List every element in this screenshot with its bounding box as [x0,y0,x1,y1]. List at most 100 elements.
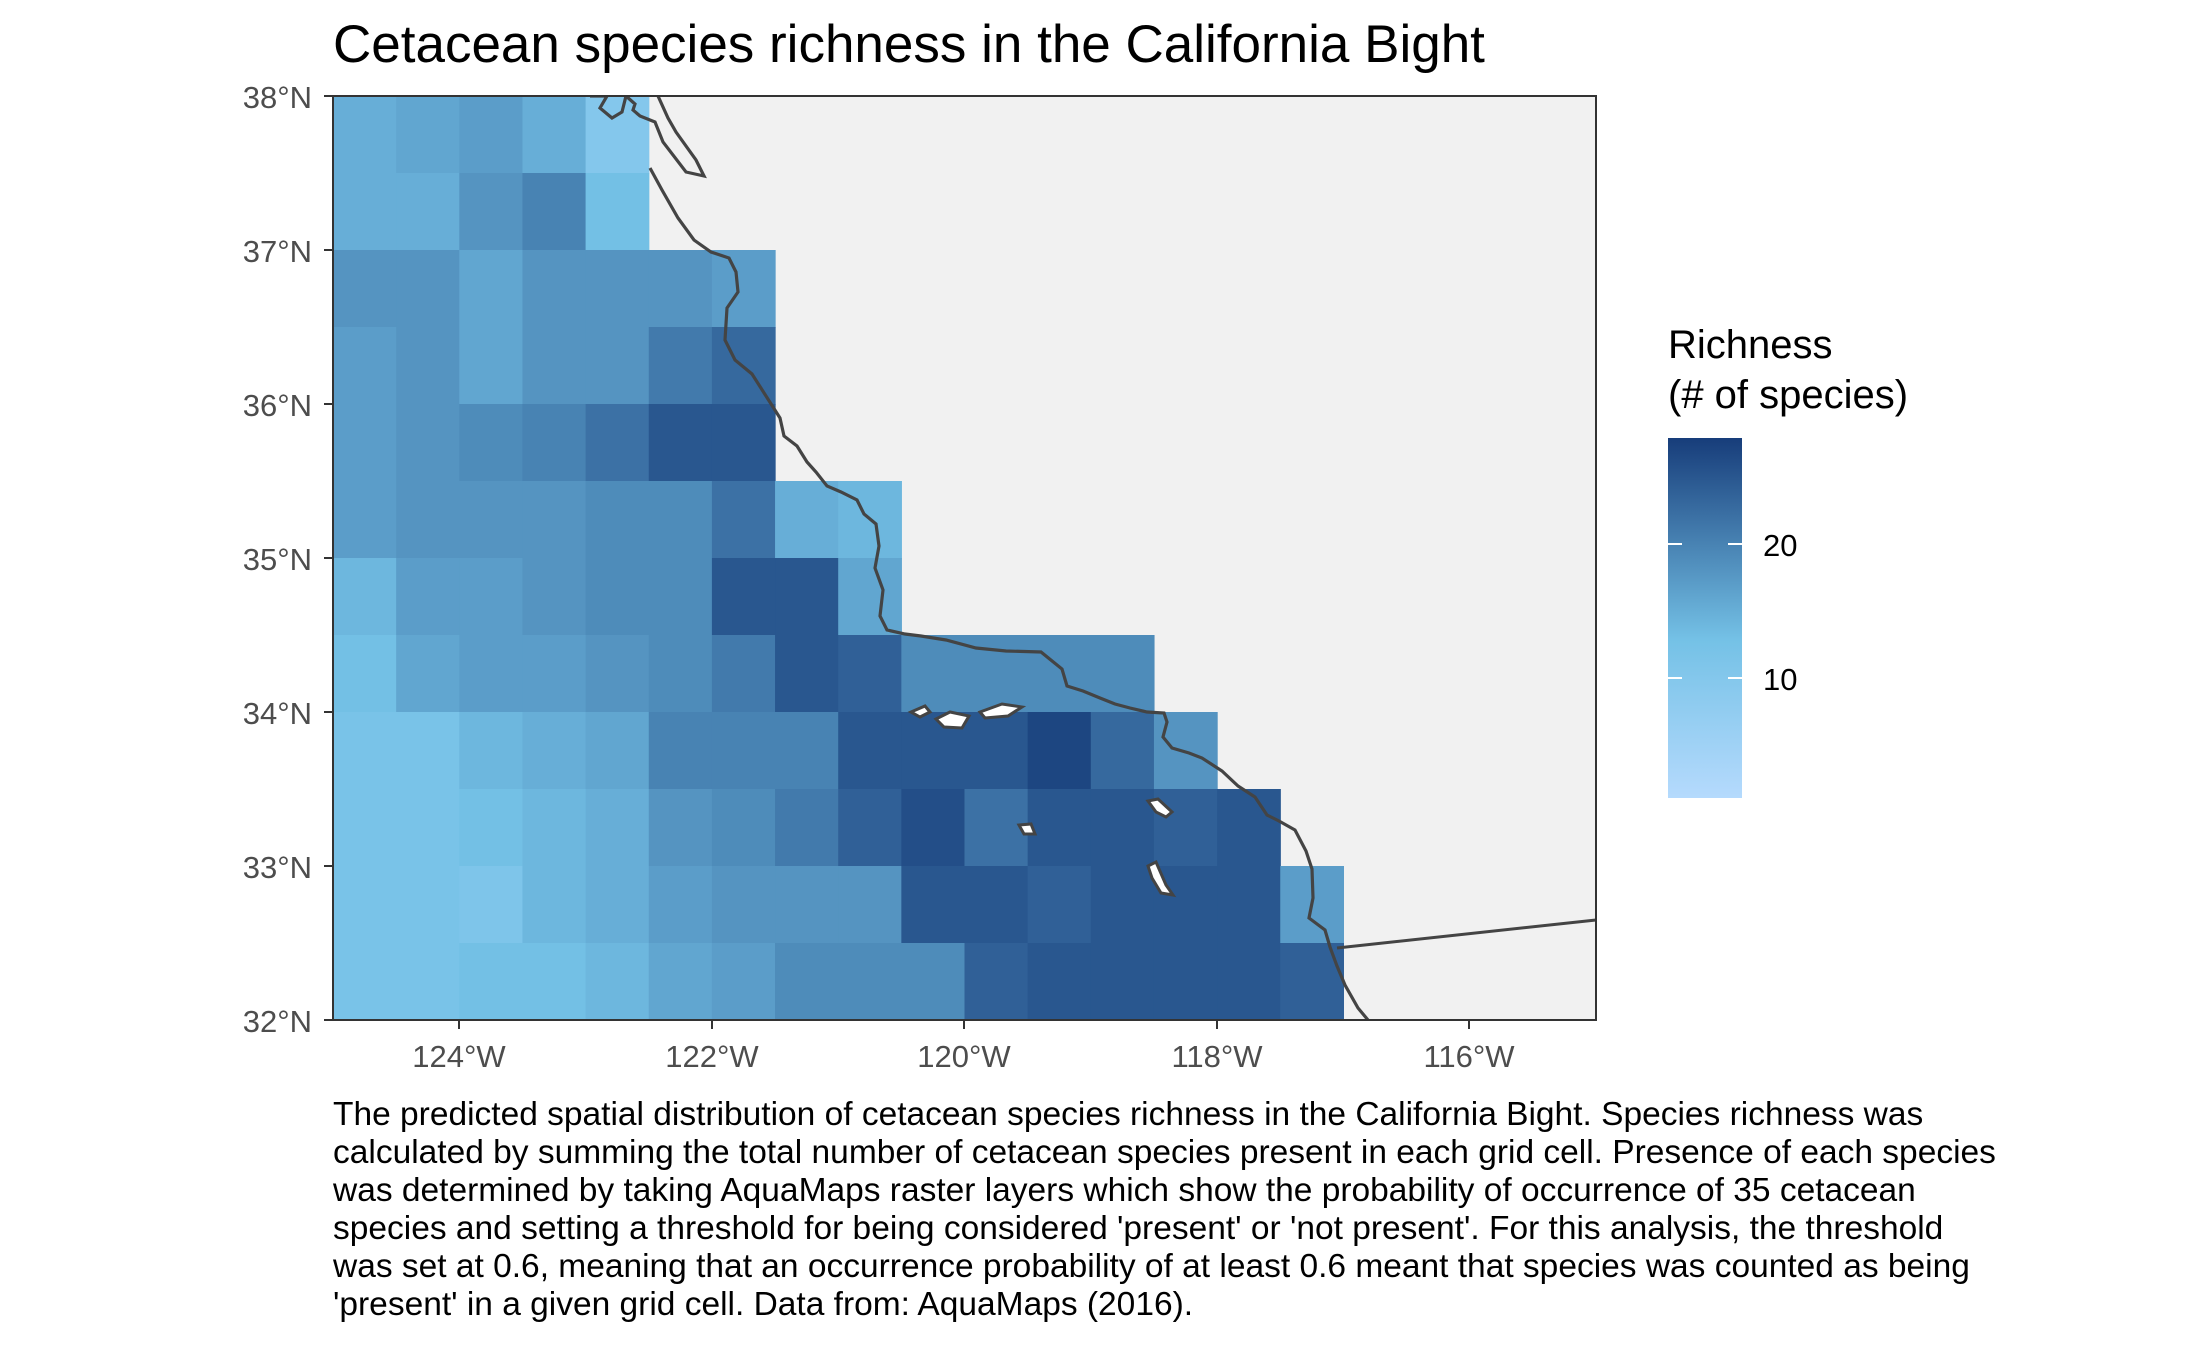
legend-title-line2: (# of species) [1668,373,1908,417]
richness-cell [901,866,966,944]
richness-cell [775,481,839,559]
richness-cell [459,943,524,1020]
richness-cell [459,481,524,559]
richness-cell [1090,712,1155,790]
richness-cell [396,635,460,713]
us-mexico-border [1336,918,1597,950]
richness-cell [1153,789,1218,867]
richness-cell [711,250,776,328]
richness-cell [648,404,713,482]
x-tick-label: 120°W [917,1039,1011,1074]
richness-cell [648,789,713,867]
richness-cell [333,481,397,559]
richness-cell [711,404,776,482]
richness-cell [522,635,587,713]
richness-cell [648,327,713,405]
island [977,702,1027,720]
richness-cell [775,635,839,713]
richness-cell [522,173,587,251]
richness-cell [585,327,650,405]
richness-cell [333,635,397,713]
y-tick-label: 36°N [243,388,312,423]
richness-cell [1217,943,1281,1020]
richness-cell [964,712,1029,790]
richness-cell [585,866,650,944]
caption-line: species and setting a threshold for bein… [333,1210,1944,1247]
richness-grid [333,96,1344,1020]
y-tick-label: 33°N [243,850,312,885]
richness-cell [585,635,650,713]
richness-cell [585,789,650,867]
richness-cell [459,558,524,636]
richness-cell [964,943,1029,1020]
richness-cell [585,173,650,251]
richness-cell [648,866,713,944]
richness-cell [901,789,966,867]
coastline [590,96,1370,1020]
richness-cell [711,943,776,1020]
island [933,710,972,730]
richness-cell [522,789,587,867]
richness-cell [838,712,902,790]
richness-cell [1090,866,1155,944]
y-tick-label: 32°N [243,1004,312,1039]
richness-cell [585,481,650,559]
legend-break-label: 20 [1763,528,1797,563]
richness-cell [522,943,587,1020]
richness-cell [1027,866,1092,944]
richness-cell [775,866,839,944]
island [1146,859,1177,898]
richness-cell [396,327,460,405]
y-tick-label: 35°N [243,542,312,577]
richness-cell [711,558,776,636]
richness-cell [585,558,650,636]
richness-cell [459,866,524,944]
richness-cell [333,712,397,790]
richness-cell [648,250,713,328]
richness-cell [585,943,650,1020]
richness-cell [522,558,587,636]
richness-cell [901,943,966,1020]
richness-cell [396,943,460,1020]
richness-cell [396,250,460,328]
richness-cell [333,558,397,636]
richness-cell [459,327,524,405]
y-axis: 38°N 37°N 36°N 35°N 34°N 33°N 32°N [243,80,333,1039]
richness-cell [1153,943,1218,1020]
x-axis: 124°W 122°W 120°W 118°W 116°W [412,1020,1515,1074]
richness-cell [333,96,397,174]
richness-cell [901,635,966,713]
caption-line: calculated by summing the total number o… [333,1134,1996,1171]
richness-cell [396,96,460,174]
richness-cell [459,712,524,790]
channel-islands [907,702,1177,898]
caption-line: The predicted spatial distribution of ce… [333,1096,1924,1133]
legend-title-line1: Richness [1668,323,1833,367]
richness-cell [333,943,397,1020]
richness-cell [838,866,902,944]
richness-cell [711,481,776,559]
island [1016,822,1038,836]
richness-cell [648,481,713,559]
richness-cell [775,712,839,790]
richness-cell [459,404,524,482]
map-panel [332,95,1597,1021]
richness-cell [333,173,397,251]
map-title: Cetacean species richness in the Califor… [333,15,1485,74]
richness-cell [1027,635,1092,713]
caption-line: was determined by taking AquaMaps raster… [333,1172,1916,1209]
caption-line: was set at 0.6, meaning that an occurren… [333,1248,1970,1285]
richness-cell [838,635,902,713]
richness-cell [964,866,1029,944]
richness-cell [964,789,1029,867]
richness-cell [459,635,524,713]
richness-cell [522,481,587,559]
richness-cell [585,250,650,328]
y-tick-label: 37°N [243,234,312,269]
richness-cell [648,943,713,1020]
richness-cell [333,327,397,405]
richness-cell [333,789,397,867]
richness-cell [396,712,460,790]
x-tick-label: 122°W [665,1039,759,1074]
richness-cell [396,481,460,559]
